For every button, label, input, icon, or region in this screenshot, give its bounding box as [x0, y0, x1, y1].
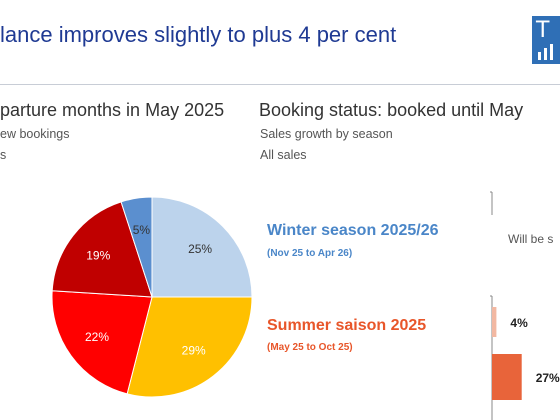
left-subheading-2: s	[0, 148, 7, 162]
logo-letter: T	[536, 18, 550, 43]
winter-season-label: Winter season 2025/26	[267, 222, 439, 239]
pie-slice	[120, 196, 153, 298]
bar-value-label: 4%	[510, 316, 528, 330]
pie-slice	[51, 290, 153, 395]
pie-slice-label: 29%	[182, 344, 206, 358]
logo-bar	[538, 52, 541, 60]
company-logo: T	[532, 16, 560, 64]
bar	[492, 354, 522, 400]
pie-slice-label: 22%	[85, 330, 109, 344]
pie-slice	[126, 296, 253, 398]
bar-value-label: 27%	[536, 371, 560, 385]
left-subheading-1: ew bookings	[0, 127, 70, 141]
pie-slice	[51, 201, 153, 298]
logo-bar	[544, 48, 547, 60]
winter-season-range: (Nov 25 to Apr 26)	[267, 248, 353, 259]
right-heading: Booking status: booked until May	[259, 100, 524, 120]
right-subheading-1: Sales growth by season	[260, 127, 393, 141]
pie-slice-label: 25%	[188, 242, 212, 256]
page-title: lance improves slightly to plus 4 per ce…	[0, 22, 397, 47]
pie-slice	[151, 196, 253, 298]
header-divider	[0, 84, 560, 85]
right-subheading-2: All sales	[260, 148, 307, 162]
summer-season-label: Summer saison 2025	[267, 317, 427, 334]
will-be-label: Will be s	[508, 232, 554, 246]
logo-bar	[550, 44, 553, 60]
pie-slice-label: 5%	[133, 223, 151, 237]
left-heading: parture months in May 2025	[0, 100, 225, 120]
summer-season-range: (May 25 to Oct 25)	[267, 342, 353, 353]
pie-slice-label: 19%	[86, 248, 110, 262]
bar	[492, 307, 497, 337]
